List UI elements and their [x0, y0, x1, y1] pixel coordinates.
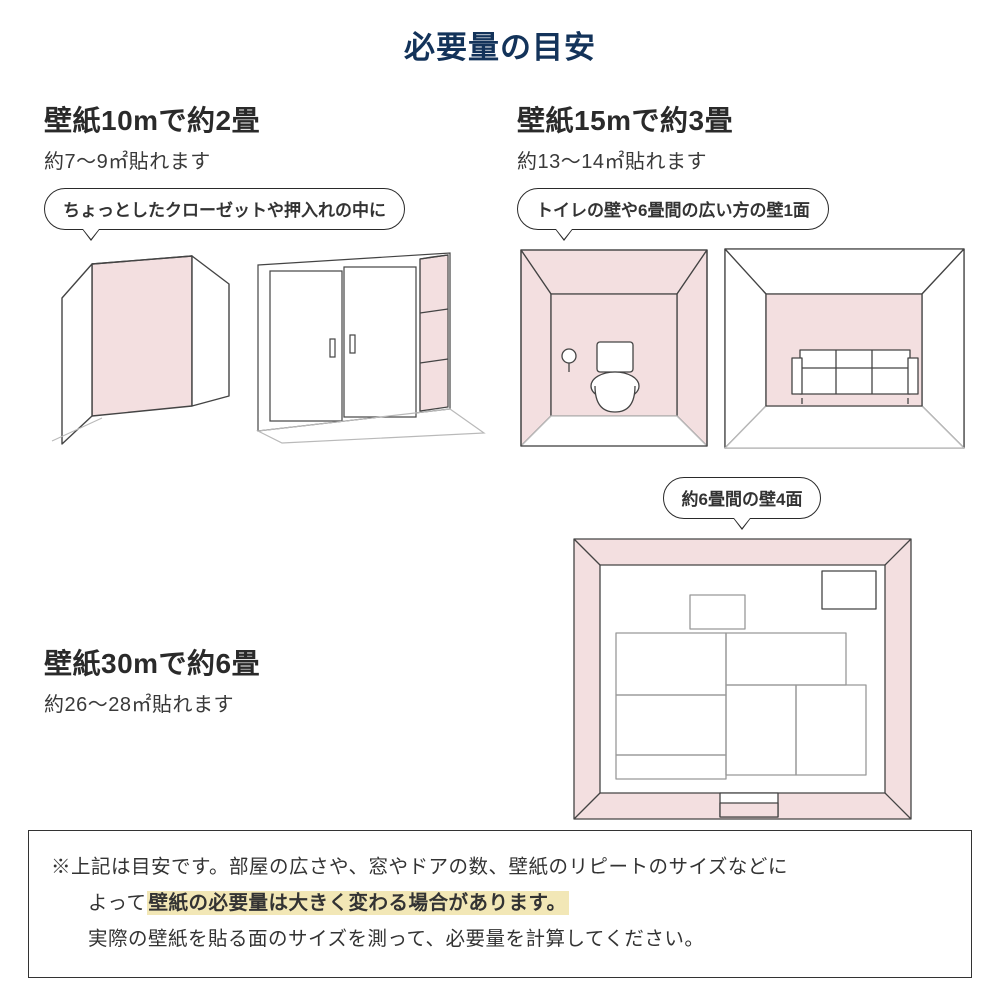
- note-line2: よって壁紙の必要量は大きく変わる場合があります。: [51, 885, 569, 921]
- page-title: 必要量の目安: [0, 0, 1000, 99]
- note-line1: ※上記は目安です。部屋の広さや、窓やドアの数、壁紙のリピートのサイズなどに: [51, 856, 788, 878]
- heading-30m: 壁紙30mで約6畳: [44, 642, 487, 682]
- illus-15m: [517, 246, 967, 451]
- block-10m: 壁紙10mで約2畳 約7～9㎡貼れます ちょっとしたクローゼットや押入れの中に: [44, 99, 487, 451]
- heading-10m: 壁紙10mで約2畳: [44, 99, 487, 139]
- illus-10m: [44, 246, 487, 446]
- note-line3: 実際の壁紙を貼る面のサイズを測って、必要量を計算してください。: [51, 921, 704, 957]
- content-grid: 壁紙10mで約2畳 約7～9㎡貼れます ちょっとしたクローゼットや押入れの中に: [0, 99, 1000, 823]
- room-plan-icon: [570, 535, 915, 823]
- block-6room: 約6畳間の壁4面: [517, 469, 967, 823]
- sub-15m: 約13～14㎡貼れます: [517, 145, 967, 174]
- closet-sliding-icon: [252, 251, 487, 446]
- block-15m: 壁紙15mで約3畳 約13～14㎡貼れます トイレの壁や6畳間の広い方の壁1面: [517, 99, 967, 451]
- closet-open-icon: [44, 246, 234, 446]
- toilet-room-icon: [517, 246, 712, 451]
- block-30m: 壁紙30mで約6畳 約26～28㎡貼れます: [44, 562, 487, 731]
- room-one-wall-icon: [722, 246, 967, 451]
- sub-30m: 約26～28㎡貼れます: [44, 688, 487, 717]
- bubble-6room: 約6畳間の壁4面: [663, 477, 822, 519]
- note-line2-pre: よって: [88, 892, 146, 914]
- sub-10m: 約7～9㎡貼れます: [44, 145, 487, 174]
- heading-15m: 壁紙15mで約3畳: [517, 99, 967, 139]
- bubble-15m: トイレの壁や6畳間の広い方の壁1面: [517, 188, 829, 230]
- disclaimer-box: ※上記は目安です。部屋の広さや、窓やドアの数、壁紙のリピートのサイズなどに よっ…: [28, 830, 972, 978]
- bubble-10m: ちょっとしたクローゼットや押入れの中に: [44, 188, 405, 230]
- note-highlight: 壁紙の必要量は大きく変わる場合があります。: [147, 891, 569, 915]
